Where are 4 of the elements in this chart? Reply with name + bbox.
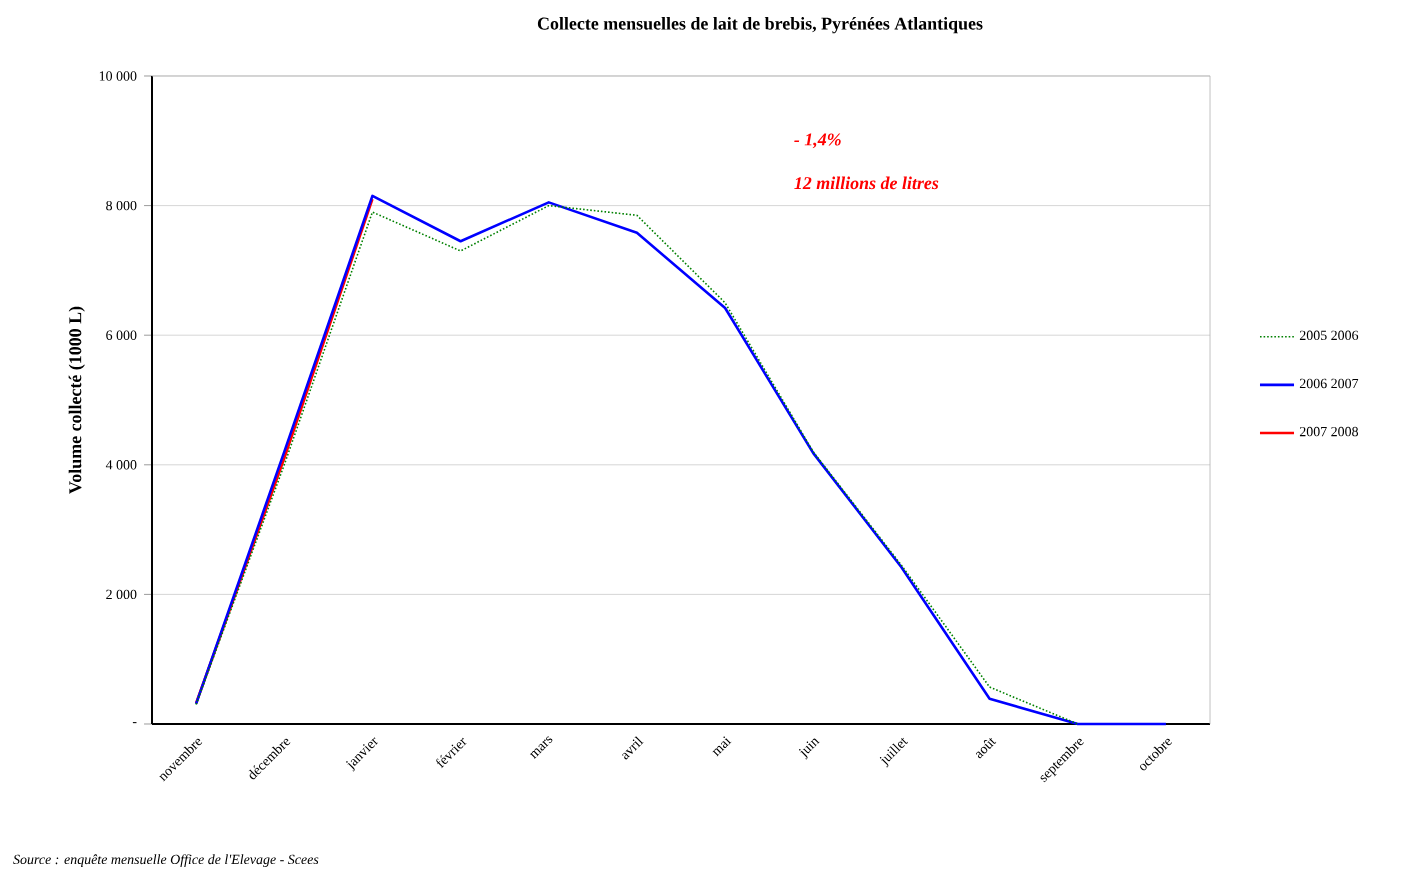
chart-title: Collecte mensuelles de lait de brebis, Pyrénées Atlantiques (537, 17, 983, 34)
annotation: - 1,4% (794, 133, 841, 149)
y-axis-title: Volume collecté (1000 L) (68, 306, 85, 494)
annotation: 12 millions de litres (794, 176, 939, 190)
